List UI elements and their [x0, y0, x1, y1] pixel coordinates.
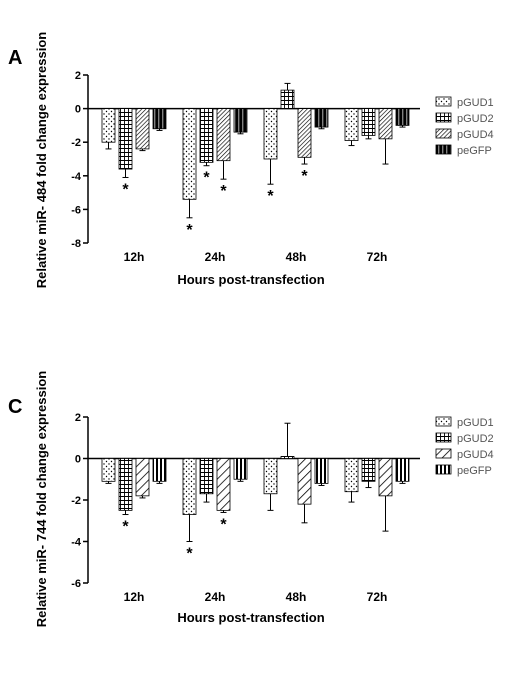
- legend-label-pgud2: pGUD2: [457, 113, 494, 125]
- bar-pgud2-12h: [118, 458, 133, 511]
- bar-pgud4-48h: [297, 108, 312, 158]
- bar-pgud2-72h: [361, 458, 376, 482]
- legend-swatch-pgud1: [435, 416, 452, 427]
- legend-label-pegfp: peGFP: [457, 465, 492, 477]
- significance-marker: *: [122, 181, 129, 198]
- bar-pgud4-48h: [297, 458, 312, 505]
- x-tick-label: 12h: [124, 590, 145, 604]
- bar-pegfp-72h: [395, 108, 410, 126]
- bar-pgud2-12h: [118, 108, 133, 170]
- plot-area-a: 2 0 -2 -4 -6 -8 * 12h * * * 24h * * 48h 72h: [71, 70, 420, 264]
- x-tick-label: 48h: [286, 590, 307, 604]
- y-tick-label: -8: [71, 238, 81, 250]
- x-tick-label: 24h: [205, 250, 226, 264]
- legend-swatch-pgud4: [435, 128, 452, 139]
- panel-c: C Relative miR- 744 fold change expressi…: [8, 371, 494, 628]
- legend-swatch-pgud1: [435, 96, 452, 107]
- significance-marker: *: [301, 168, 308, 185]
- significance-marker: *: [267, 188, 274, 205]
- legend-swatch-pgud4: [435, 448, 452, 459]
- legend-label-pgud1: pGUD1: [457, 417, 494, 429]
- bar-pgud1-12h: [101, 458, 116, 482]
- bar-pgud1-72h: [344, 108, 359, 141]
- legend-swatch-pegfp: [435, 144, 452, 155]
- bar-pgud1-24h: [182, 108, 197, 200]
- bar-pgud1-48h: [263, 108, 278, 160]
- bar-pgud1-24h: [182, 458, 197, 515]
- y-tick-label: 2: [75, 70, 81, 82]
- bar-pgud2-24h: [199, 458, 214, 495]
- y-tick-label: -6: [71, 204, 81, 216]
- x-tick-label: 72h: [367, 250, 388, 264]
- significance-marker: *: [220, 516, 227, 533]
- bar-pgud1-72h: [344, 458, 359, 493]
- bar-pgud4-12h: [135, 458, 150, 497]
- legend-label-pgud4: pGUD4: [457, 129, 494, 141]
- y-tick-label: -6: [71, 578, 81, 590]
- bar-pgud4-12h: [135, 108, 150, 150]
- x-tick-label: 72h: [367, 590, 388, 604]
- y-tick-label: -2: [71, 495, 81, 507]
- bar-pgud2-48h: [280, 89, 295, 110]
- x-tick-label: 48h: [286, 250, 307, 264]
- bar-pegfp-24h: [233, 458, 248, 480]
- legend-c: pGUD1 pGUD2 pGUD4 peGFP: [435, 416, 494, 477]
- y-tick-label: -4: [71, 171, 82, 183]
- legend-label-pgud2: pGUD2: [457, 433, 494, 445]
- legend-label-pgud1: pGUD1: [457, 97, 494, 109]
- significance-marker: *: [203, 170, 210, 187]
- legend-a: pGUD1 pGUD2 pGUD4 peGFP: [435, 96, 494, 157]
- bar-pegfp-12h: [152, 458, 167, 482]
- x-tick-label: 12h: [124, 250, 145, 264]
- bar-pgud4-24h: [216, 458, 231, 511]
- legend-label-pgud4: pGUD4: [457, 449, 494, 461]
- significance-marker: *: [122, 519, 129, 536]
- bar-pegfp-48h: [314, 458, 329, 484]
- y-tick-label: 0: [75, 454, 81, 466]
- significance-marker: *: [220, 183, 227, 200]
- y-tick-label: 0: [75, 104, 81, 116]
- significance-marker: *: [186, 222, 193, 239]
- panel-letter-c: C: [8, 396, 22, 418]
- bar-pgud2-24h: [199, 108, 214, 163]
- x-tick-label: 24h: [205, 590, 226, 604]
- x-axis-label-a: Hours post-transfection: [177, 272, 324, 287]
- panel-a: A Relative miR- 484 fold change expressi…: [8, 32, 494, 289]
- bar-pgud4-24h: [216, 108, 231, 162]
- bar-pegfp-12h: [152, 108, 167, 130]
- bar-pegfp-24h: [233, 108, 248, 133]
- bar-pgud4-72h: [378, 108, 393, 140]
- bar-pegfp-72h: [395, 458, 410, 482]
- x-axis-label-c: Hours post-transfection: [177, 610, 324, 625]
- y-tick-label: -4: [71, 537, 82, 549]
- y-tick-label: -2: [71, 137, 81, 149]
- y-axis-label-a: Relative miR- 484 fold change expression: [34, 32, 49, 289]
- legend-swatch-pgud2: [435, 432, 452, 443]
- legend-label-pegfp: peGFP: [457, 145, 492, 157]
- bar-pgud2-48h: [280, 456, 295, 459]
- legend-swatch-pgud2: [435, 112, 452, 123]
- bar-pgud1-12h: [101, 108, 116, 143]
- bar-pgud1-48h: [263, 458, 278, 495]
- significance-marker: *: [186, 546, 193, 563]
- legend-swatch-pegfp: [435, 464, 452, 475]
- bar-pegfp-48h: [314, 108, 329, 128]
- plot-area-c: 2 0 -2 -4 -6 * 12h * * 24h 48h 72h: [71, 412, 420, 604]
- y-tick-label: 2: [75, 412, 81, 424]
- panel-letter-a: A: [8, 47, 22, 69]
- bar-pgud2-72h: [361, 108, 376, 136]
- bar-pgud4-72h: [378, 458, 393, 497]
- y-axis-label-c: Relative miR- 744 fold change expression: [34, 371, 49, 628]
